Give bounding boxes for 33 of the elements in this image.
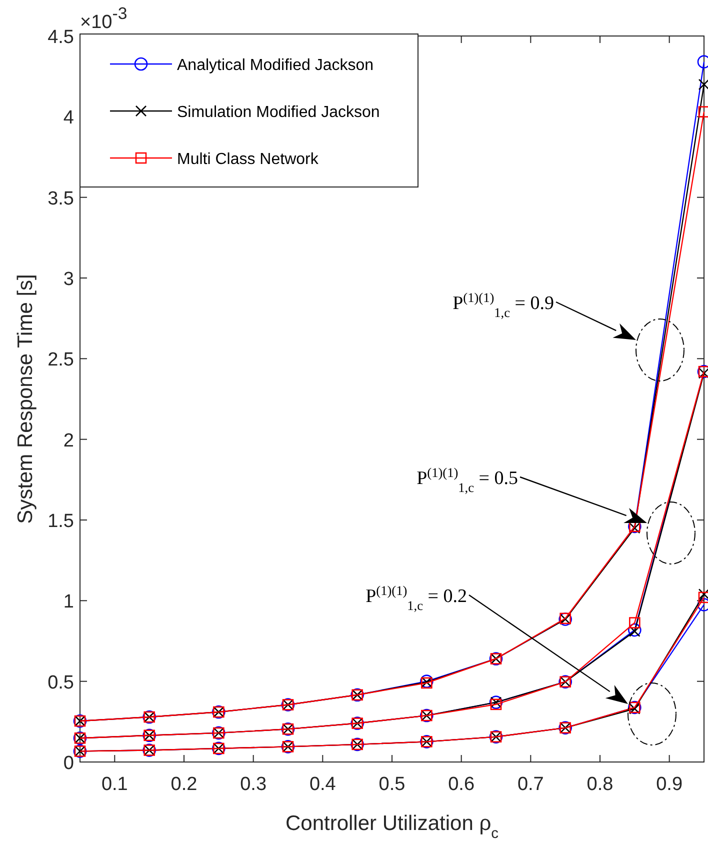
annotation: P$^{(1)(1)}$$_{1,c}$ = 0.2 [366,582,467,612]
legend-label: Simulation Modified Jackson [177,104,380,121]
x-tick-label: 0.4 [309,774,336,795]
point [629,617,640,628]
y-tick-label: 3 [63,269,74,290]
point [490,698,502,710]
y-tick-label: 4.5 [48,27,74,48]
text: ×10$^{-3}$ [80,4,128,33]
x-tick-label: 0.5 [378,774,406,795]
point [698,588,708,600]
x-tick-label: 0.9 [656,774,683,795]
x-tick-label: 0.2 [170,774,198,795]
y-tick-label: 1 [63,592,74,613]
annotation: P$^{(1)(1)}$$_{1,c}$ = 0.5 [416,464,518,494]
x-tick-label: 0.7 [517,774,544,795]
x-tick-label: 0.8 [586,774,614,795]
x-axis-title: Controller Utilization ρ$_{c}$ [285,812,499,841]
point [628,623,642,637]
y-tick-label: 2.5 [48,350,74,371]
y-tick-label: 0 [63,753,74,774]
point [698,106,708,118]
y-tick-label: 3.5 [48,188,74,210]
y-tick-label: 2 [63,430,74,452]
y-axis-title: System Response Time [s] [14,274,37,524]
legend-label: Multi Class Network [177,151,320,168]
x-tick-label: 0.1 [101,774,128,795]
x-tick-label: 0.3 [240,774,267,795]
y-tick-label: 0.5 [48,672,74,694]
y-tick-label: 4 [63,108,74,129]
legend-label: Analytical Modified Jackson [177,57,374,74]
annotation: P$^{(1)(1)}$$_{1,c}$ = 0.9 [452,290,554,320]
y-tick-label: 1.5 [48,511,74,532]
x-tick-label: 0.6 [448,774,475,795]
